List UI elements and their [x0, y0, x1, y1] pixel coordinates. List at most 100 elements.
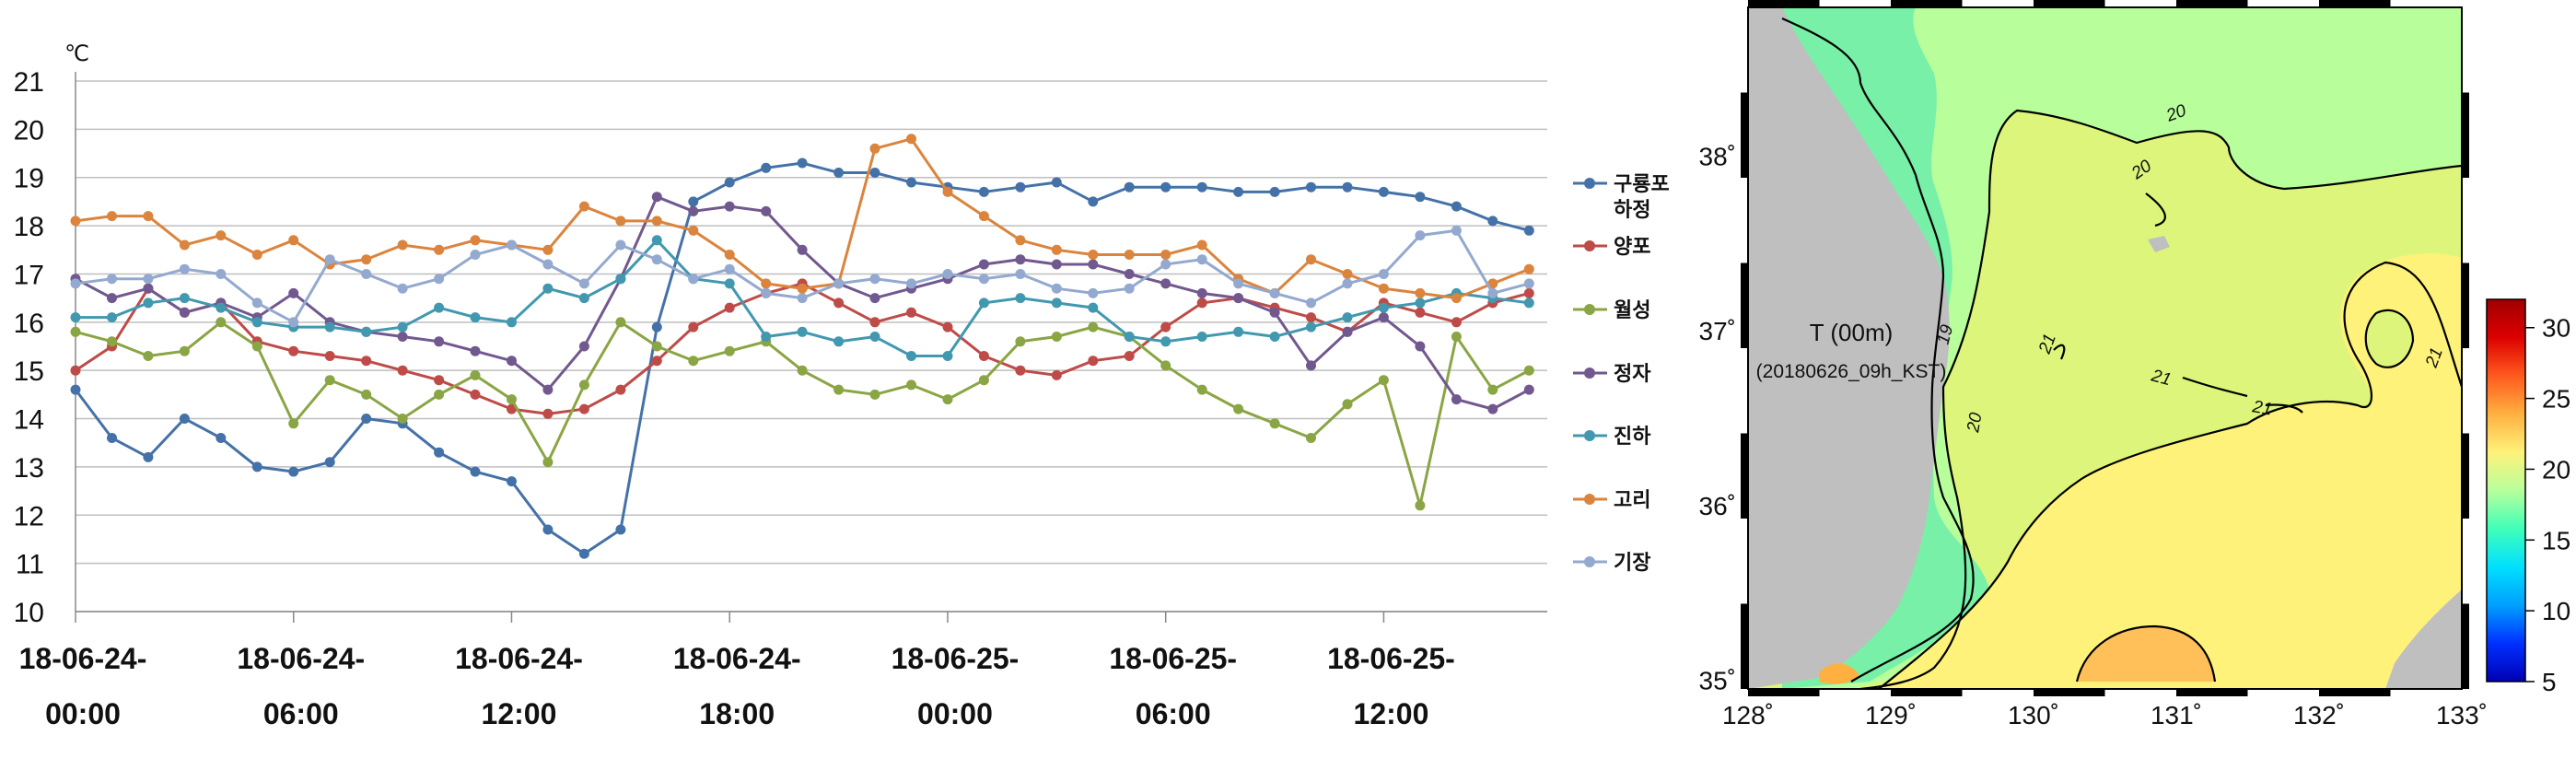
data-point — [1233, 403, 1244, 414]
data-point — [1378, 312, 1389, 323]
data-point — [1378, 283, 1389, 294]
data-point — [1124, 283, 1135, 294]
data-point — [251, 341, 262, 352]
data-point — [251, 317, 262, 328]
data-point — [542, 457, 554, 468]
y-tick-label: 16 — [14, 309, 44, 339]
data-point — [1378, 375, 1389, 386]
colorbar-tick-label: 10 — [2542, 597, 2570, 625]
data-point — [1124, 250, 1135, 260]
data-point — [1196, 181, 1207, 192]
colorbar-ticks: 5 10 15 20 25 30 — [2525, 314, 2570, 696]
data-point — [615, 274, 626, 285]
contour-21-small-a — [2053, 344, 2066, 360]
data-point — [397, 365, 408, 376]
data-point — [942, 321, 953, 332]
border-segment — [1741, 433, 1748, 519]
data-point — [1342, 269, 1353, 279]
gridlines — [76, 80, 1547, 612]
data-point — [978, 259, 989, 270]
data-point — [978, 298, 989, 309]
data-point — [397, 283, 408, 294]
series-3 — [70, 317, 1534, 511]
lat-tick-label: 35˚ — [1699, 667, 1736, 695]
data-point — [361, 414, 372, 424]
legend-marker — [1584, 368, 1595, 379]
data-point — [833, 278, 845, 289]
data-point — [578, 201, 589, 212]
land-japan — [2385, 589, 2462, 689]
data-point — [942, 269, 953, 279]
data-point — [216, 317, 227, 328]
data-point — [434, 302, 445, 313]
data-point — [1523, 298, 1534, 309]
data-point — [797, 365, 808, 376]
data-point — [507, 394, 517, 405]
data-point — [107, 433, 117, 443]
border-segment — [1891, 689, 1963, 696]
x-tick-label-time: 18:00 — [699, 697, 775, 730]
data-point — [1487, 384, 1498, 395]
data-point — [251, 461, 262, 472]
y-tick-label: 13 — [14, 453, 44, 484]
data-point — [869, 274, 880, 285]
data-point — [1051, 177, 1062, 188]
lat-tick-label: 36˚ — [1699, 492, 1736, 520]
data-point — [397, 321, 408, 332]
data-point — [1051, 369, 1062, 380]
data-point — [1088, 259, 1099, 270]
x-tick-label-date: 18-06-24- — [19, 642, 147, 675]
data-point — [1233, 278, 1244, 289]
map-border-ticks — [1741, 0, 2469, 696]
data-point — [724, 177, 735, 188]
data-point — [942, 394, 953, 405]
data-point — [1160, 181, 1171, 192]
island — [2148, 236, 2170, 252]
data-point — [688, 205, 699, 216]
data-point — [688, 196, 699, 207]
series-line — [74, 161, 1530, 555]
data-point — [1415, 500, 1426, 511]
data-point — [869, 293, 880, 304]
data-point — [1015, 269, 1026, 279]
data-point — [324, 321, 335, 332]
data-point — [434, 447, 445, 458]
data-point — [615, 317, 626, 328]
data-point — [724, 278, 735, 289]
data-point — [1415, 192, 1426, 203]
map-axis-labels: 128˚ 129˚ 130˚ 131˚ 132˚ 133˚ 35˚ 36˚ 37˚ 38˚ — [1699, 142, 2488, 729]
data-point — [1451, 317, 1462, 328]
data-point — [1015, 293, 1026, 304]
lon-tick-label: 132˚ — [2293, 701, 2345, 729]
data-point — [542, 244, 554, 255]
data-point — [1015, 365, 1026, 376]
data-point — [1269, 418, 1280, 429]
data-point — [70, 365, 81, 376]
data-point — [797, 293, 808, 304]
data-point — [1160, 250, 1171, 260]
y-tick-label: 21 — [14, 67, 44, 98]
legend-label: 구룡포 — [1614, 172, 1670, 195]
lon-tick-label: 133˚ — [2436, 701, 2488, 729]
map-subtitle: (20180626_09h_KST) — [1756, 361, 1947, 382]
data-point — [1342, 181, 1353, 192]
legend-marker — [1584, 178, 1595, 189]
x-tick-label-time: 06:00 — [1136, 697, 1211, 730]
data-point — [70, 326, 81, 337]
data-point — [1523, 278, 1534, 289]
data-point — [978, 274, 989, 285]
data-point — [978, 211, 989, 222]
sea-22-band — [1879, 253, 2462, 689]
data-point — [143, 283, 154, 294]
data-point — [1088, 196, 1099, 207]
data-point — [107, 274, 117, 285]
data-point — [179, 345, 190, 356]
x-tick-label-date: 18-06-25- — [1109, 642, 1237, 675]
legend-label-line: 하정 — [1614, 198, 1650, 221]
data-point — [1487, 216, 1498, 227]
data-point — [216, 230, 227, 241]
data-point — [1451, 201, 1462, 212]
data-point — [724, 263, 735, 274]
data-point — [578, 379, 589, 391]
data-point — [1342, 278, 1353, 289]
